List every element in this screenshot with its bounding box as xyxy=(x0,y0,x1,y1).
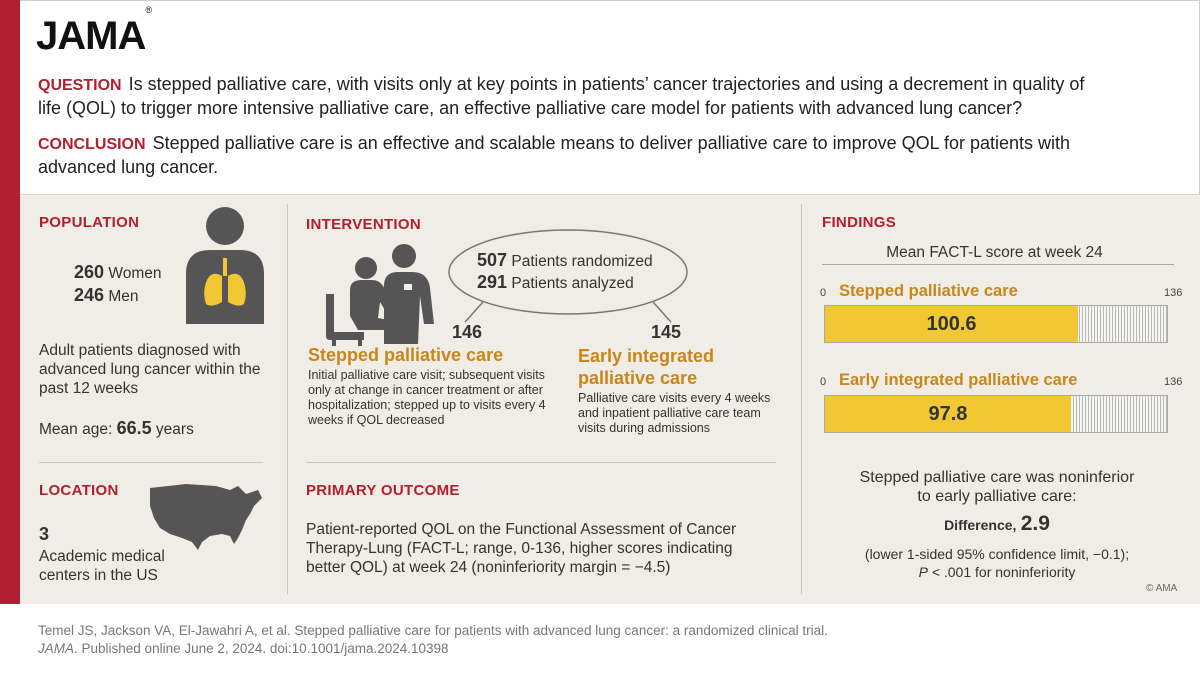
arm1-description: Initial palliative care visit; subsequen… xyxy=(308,368,546,427)
conclusion-block: CONCLUSION Stepped palliative care is an… xyxy=(38,132,1078,179)
section-divider xyxy=(39,462,263,463)
question-block: QUESTION Is stepped palliative care, wit… xyxy=(38,73,1098,120)
bar-track: 97.8 xyxy=(824,395,1168,433)
axis-tick-min: 0 xyxy=(820,376,827,388)
bar xyxy=(825,306,1078,342)
copyright: © AMA xyxy=(1146,583,1178,594)
person-lungs-icon xyxy=(186,207,264,324)
conclusion-label: CONCLUSION xyxy=(38,136,146,153)
randomized-count: 507 Patients randomized xyxy=(477,250,653,271)
column-divider xyxy=(801,204,802,594)
patient-clinician-icon xyxy=(326,244,434,346)
conclusion-text: Stepped palliative care is an effective … xyxy=(38,133,1071,177)
brand-sidebar-bar xyxy=(0,0,20,604)
difference-line: Difference, 2.9 xyxy=(944,512,1050,535)
question-text: Is stepped palliative care, with visits … xyxy=(38,74,1085,118)
intervention-title: INTERVENTION xyxy=(306,216,422,233)
jama-logo: JAMA® xyxy=(36,4,152,58)
arm2-description: Palliative care visits every 4 weeks and… xyxy=(578,391,771,435)
series-label: Stepped palliative care xyxy=(839,282,1018,300)
citation-line-2: JAMA. Published online June 2, 2024. doi… xyxy=(38,641,449,656)
section-divider xyxy=(306,462,776,463)
axis-tick-max: 136 xyxy=(1164,376,1183,388)
arm2-count: 145 xyxy=(651,322,682,342)
population-title: POPULATION xyxy=(39,214,140,231)
location-title: LOCATION xyxy=(39,482,119,499)
bar-track: 100.6 xyxy=(824,305,1168,343)
location-description: Academic medical centers in the US xyxy=(39,548,165,584)
citation-line-1: Temel JS, Jackson VA, El-Jawahri A, et a… xyxy=(38,623,828,638)
column-divider xyxy=(287,204,288,594)
men-count: 246 Men xyxy=(74,285,139,306)
mean-age: Mean age: 66.5 years xyxy=(39,418,194,439)
bar xyxy=(825,396,1071,432)
arm1-count: 146 xyxy=(452,322,483,342)
population-description: Adult patients diagnosed with advanced l… xyxy=(39,342,261,397)
question-label: QUESTION xyxy=(38,77,122,94)
women-count: 260 Women xyxy=(74,262,162,283)
randomization-ellipse xyxy=(448,229,688,323)
primary-outcome-title: PRIMARY OUTCOME xyxy=(306,482,460,499)
bar-value-label: 100.6 xyxy=(926,312,977,335)
analyzed-count: 291 Patients analyzed xyxy=(477,272,634,293)
chart-title-rule xyxy=(822,264,1174,265)
arm2-name: Early integrated palliative care xyxy=(578,346,715,388)
confidence-text: (lower 1-sided 95% confidence limit, −0.… xyxy=(864,546,1130,580)
arm1-name: Stepped palliative care xyxy=(308,345,504,365)
us-map-icon xyxy=(150,484,262,550)
findings-summary: Stepped palliative care was noninferior … xyxy=(859,469,1135,505)
series-label: Early integrated palliative care xyxy=(839,371,1078,389)
findings-title: FINDINGS xyxy=(822,214,897,231)
chart-title: Mean FACT-L score at week 24 xyxy=(886,244,1103,261)
axis-tick-max: 136 xyxy=(1164,287,1183,299)
location-count: 3 xyxy=(39,524,50,544)
bar-value-label: 97.8 xyxy=(928,402,968,425)
primary-outcome-text: Patient-reported QOL on the Functional A… xyxy=(306,521,737,576)
axis-tick-min: 0 xyxy=(820,287,827,299)
